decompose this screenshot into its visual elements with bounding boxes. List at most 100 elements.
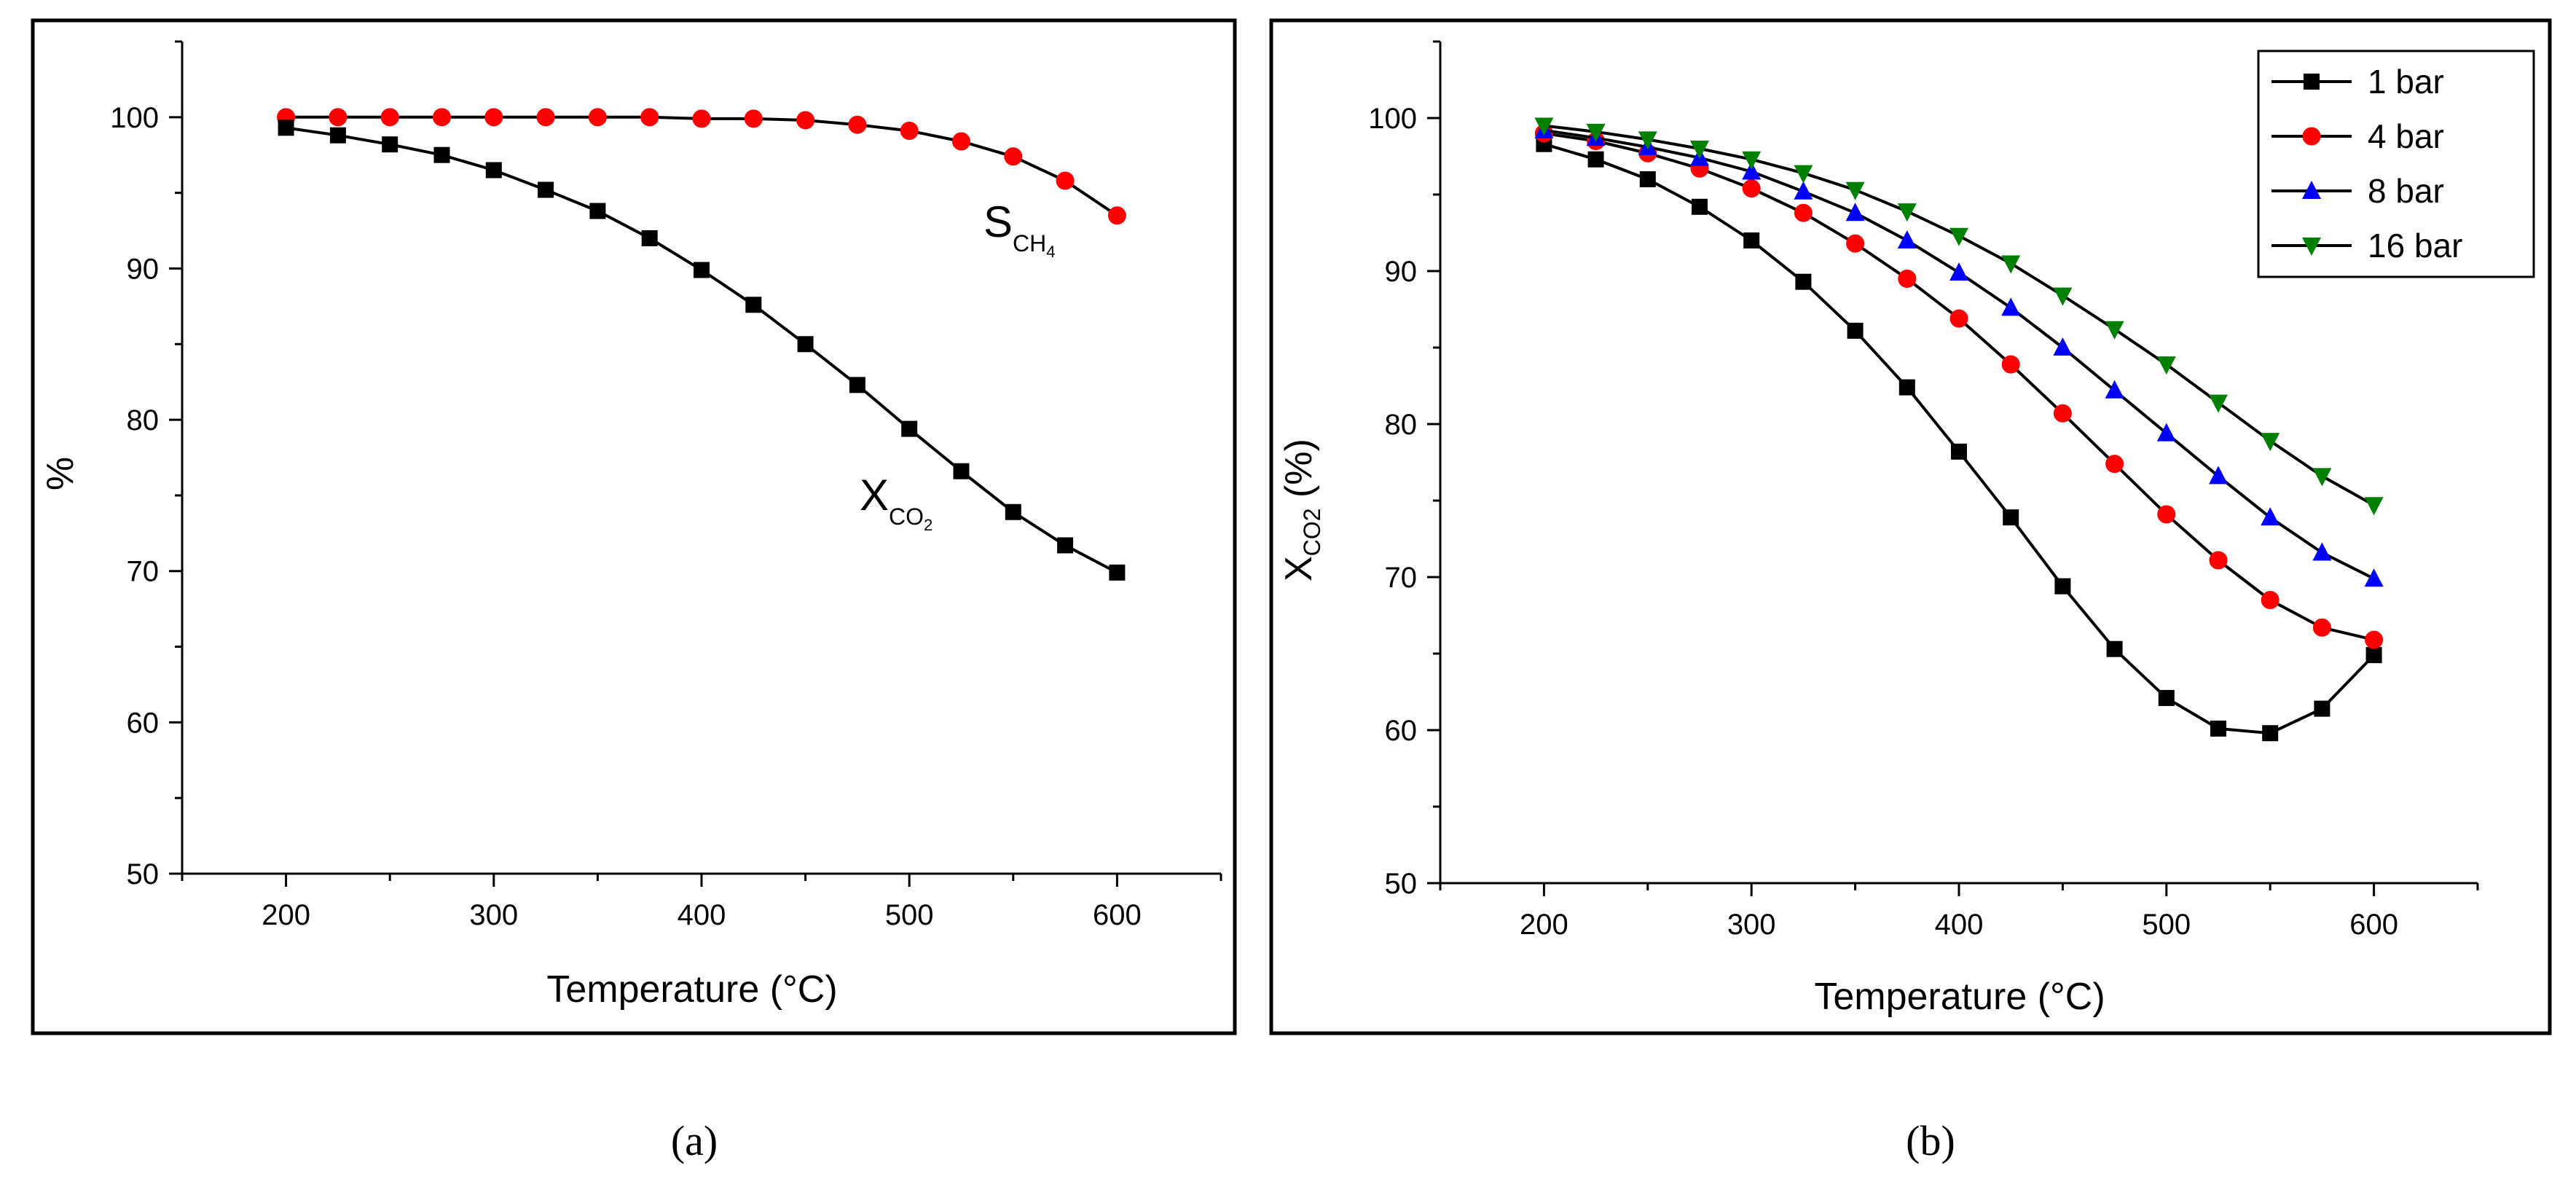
panel-a-x-tick-label: 400 bbox=[678, 899, 726, 931]
data-point bbox=[329, 108, 347, 127]
panel-b-y-axis-label-unit: (%) bbox=[1278, 439, 1320, 508]
data-point bbox=[2054, 578, 2071, 595]
panel-b-x-axis-label: Temperature (°C) bbox=[1814, 976, 2105, 1018]
data-point bbox=[1004, 147, 1023, 166]
data-point bbox=[2001, 297, 2021, 316]
data-point bbox=[2261, 433, 2280, 452]
data-point bbox=[1692, 198, 1708, 215]
data-point bbox=[953, 463, 970, 479]
legend-label: 16 bar bbox=[2368, 227, 2462, 265]
data-point bbox=[1107, 206, 1126, 225]
data-point bbox=[2210, 720, 2226, 737]
data-point bbox=[2158, 689, 2175, 706]
data-point bbox=[1898, 379, 1915, 396]
data-point bbox=[1794, 181, 1813, 200]
legend-label: 1 bar bbox=[2368, 63, 2444, 101]
data-point bbox=[2312, 618, 2331, 637]
legend-marker bbox=[2302, 127, 2321, 146]
data-point bbox=[1949, 262, 1968, 281]
panel-b-x-tick-label: 600 bbox=[2349, 909, 2398, 941]
data-point bbox=[2157, 505, 2176, 524]
data-point bbox=[278, 120, 294, 136]
panel-b-x-tick-label: 300 bbox=[1727, 909, 1776, 941]
series-line bbox=[1544, 132, 2375, 642]
data-point bbox=[1742, 179, 1761, 198]
data-point bbox=[1847, 322, 1864, 339]
data-point bbox=[1845, 203, 1865, 222]
panel-a-x-axis-label: Temperature (°C) bbox=[546, 968, 837, 1011]
data-point bbox=[1586, 123, 1606, 142]
panel-a-y-tick-label: 100 bbox=[110, 102, 159, 134]
data-point bbox=[2365, 630, 2384, 649]
data-point bbox=[1897, 230, 1917, 248]
data-point bbox=[1690, 141, 1709, 159]
data-point bbox=[2053, 337, 2073, 356]
series-4-bar bbox=[1534, 124, 2384, 649]
data-point bbox=[2209, 551, 2228, 570]
data-point bbox=[1897, 203, 1917, 222]
data-point bbox=[1742, 161, 1762, 180]
data-point bbox=[2312, 468, 2332, 487]
panel-a-y-tick-label: 60 bbox=[127, 707, 160, 739]
data-point bbox=[1743, 232, 1760, 248]
panel-b-y-tick-label: 60 bbox=[1385, 715, 1418, 747]
data-point bbox=[2314, 700, 2330, 717]
legend-item: 8 bar bbox=[2271, 172, 2444, 210]
data-point bbox=[1794, 165, 1813, 184]
data-point bbox=[1949, 309, 1968, 328]
data-point bbox=[1005, 504, 1021, 520]
data-point bbox=[900, 122, 919, 141]
data-point bbox=[2105, 455, 2124, 474]
data-point bbox=[2312, 542, 2332, 561]
data-point bbox=[380, 108, 399, 127]
data-point bbox=[484, 108, 503, 127]
annotation-main: S bbox=[983, 197, 1013, 246]
panel-b-y-tick-label: 90 bbox=[1385, 256, 1418, 288]
data-point bbox=[536, 108, 555, 127]
panel-b-axes: 200 300 400 500 600 50 60 70 80 90 100 bbox=[1368, 40, 2479, 941]
panel-a-series bbox=[277, 108, 1126, 581]
panel-a-y-tick-label: 80 bbox=[127, 404, 160, 436]
annotation-main: X bbox=[860, 471, 889, 520]
panel-b-frame bbox=[1269, 18, 2552, 1035]
data-point bbox=[692, 109, 711, 128]
data-point bbox=[1639, 171, 1656, 187]
data-point bbox=[901, 420, 918, 437]
data-point bbox=[538, 181, 554, 198]
data-point bbox=[1638, 131, 1657, 150]
legend-label: 4 bar bbox=[2368, 117, 2444, 155]
data-point bbox=[433, 146, 450, 163]
panel-a: 200 300 400 500 600 50 60 70 80 90 100 SCH4 XCO2 Te… bbox=[31, 18, 1237, 1035]
data-point bbox=[2105, 380, 2124, 399]
data-point bbox=[2156, 356, 2176, 375]
data-point bbox=[2364, 497, 2384, 516]
legend-item: 16 bar bbox=[2271, 227, 2462, 265]
data-point bbox=[2364, 568, 2384, 587]
data-point bbox=[485, 162, 502, 179]
data-point bbox=[640, 108, 659, 127]
data-point bbox=[744, 109, 763, 128]
panel-a-y-tick-label: 70 bbox=[127, 556, 160, 588]
data-point bbox=[1534, 117, 1554, 136]
panel-b-y-axis-label: XCO2 (%) bbox=[1278, 439, 1325, 581]
data-point bbox=[849, 377, 865, 393]
legend-label: 8 bar bbox=[2368, 172, 2444, 210]
data-point bbox=[1951, 443, 1967, 460]
panel-a-y-tick-label: 50 bbox=[127, 858, 160, 890]
panel-a-x-tick-label: 300 bbox=[469, 899, 518, 931]
data-point bbox=[588, 108, 607, 127]
annotation-sub: CO bbox=[889, 504, 924, 530]
panel-a-axes: 200 300 400 500 600 50 60 70 80 90 100 bbox=[110, 40, 1222, 931]
panel-b-x-tick-label: 500 bbox=[2142, 909, 2191, 941]
data-point bbox=[2209, 466, 2228, 485]
data-point bbox=[329, 127, 346, 144]
data-point bbox=[2261, 591, 2279, 609]
panel-b-y-tick-label: 70 bbox=[1385, 562, 1418, 594]
data-point bbox=[2106, 640, 2123, 657]
data-point bbox=[1056, 171, 1075, 190]
data-point bbox=[1795, 273, 1812, 290]
panel-b-y-tick-label: 100 bbox=[1368, 103, 1417, 135]
data-point bbox=[1898, 270, 1917, 288]
data-point bbox=[1794, 203, 1813, 222]
